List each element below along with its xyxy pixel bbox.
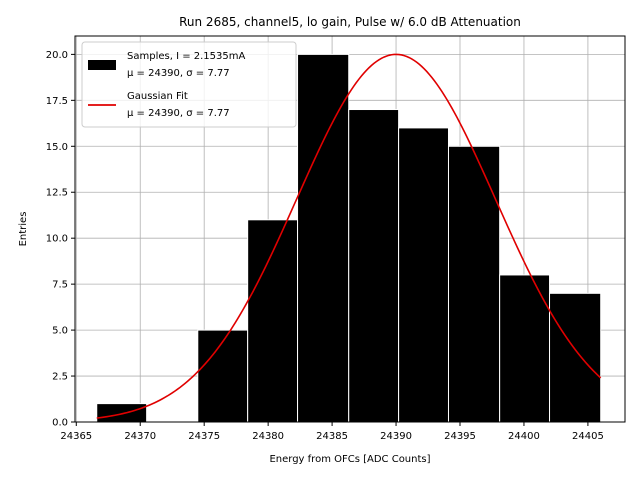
legend-sublabel-samples: μ = 24390, σ = 7.77 (127, 68, 230, 79)
x-tick-label-5: 24390 (380, 431, 412, 442)
legend-label-samples: Samples, I = 2.1535mA (127, 51, 245, 62)
histogram-bar-6 (398, 127, 449, 423)
y-tick-label-3: 7.5 (52, 280, 68, 291)
y-tick-label-0: 0.0 (52, 418, 68, 429)
gaussian-fit-curve (96, 53, 602, 419)
histogram-bar-2 (197, 329, 249, 423)
histogram-bar-5 (348, 109, 400, 423)
histogram-bar-0 (96, 403, 148, 423)
x-tick-label-8: 24405 (572, 431, 604, 442)
x-tick-label-6: 24395 (444, 431, 476, 442)
x-axis-label: Energy from OFCs [ADC Counts] (269, 454, 430, 465)
x-tick-label-1: 24370 (124, 431, 156, 442)
y-tick-label-8: 20.0 (46, 50, 68, 61)
x-tick-label-0: 24365 (60, 431, 92, 442)
histogram-bar-9 (549, 292, 602, 423)
x-axis-ticks: 24365 24370 24375 24380 24385 24390 24395 24400… (60, 422, 604, 442)
histogram-bar-7 (447, 145, 501, 423)
plot-frame (74, 35, 626, 423)
histogram-bars (96, 53, 602, 423)
x-tick-label-7: 24400 (508, 431, 540, 442)
legend: Samples, I = 2.1535mA μ = 24390, σ = 7.7… (81, 41, 297, 128)
legend-swatch-samples (88, 60, 116, 70)
legend-sublabel-fit: μ = 24390, σ = 7.77 (127, 108, 230, 119)
histogram-bar-4 (297, 53, 350, 423)
y-tick-label-7: 17.5 (46, 96, 68, 107)
y-axis-label: Entries (18, 212, 29, 247)
y-axis-ticks: 0.0 2.5 5.0 7.5 10.0 12.5 15.0 17.5 20.0 (46, 50, 75, 429)
chart-title: Run 2685, channel5, lo gain, Pulse w/ 6.… (179, 15, 521, 29)
legend-box (81, 41, 297, 128)
y-tick-label-1: 2.5 (52, 372, 68, 383)
x-tick-label-4: 24385 (316, 431, 348, 442)
y-tick-label-6: 15.0 (46, 142, 68, 153)
y-tick-label-2: 5.0 (52, 326, 68, 337)
x-tick-label-2: 24375 (188, 431, 220, 442)
x-tick-label-3: 24380 (252, 431, 284, 442)
y-tick-label-4: 10.0 (46, 234, 68, 245)
legend-label-fit: Gaussian Fit (127, 91, 188, 102)
y-tick-label-5: 12.5 (46, 188, 68, 199)
gaussian-fit (96, 53, 602, 419)
